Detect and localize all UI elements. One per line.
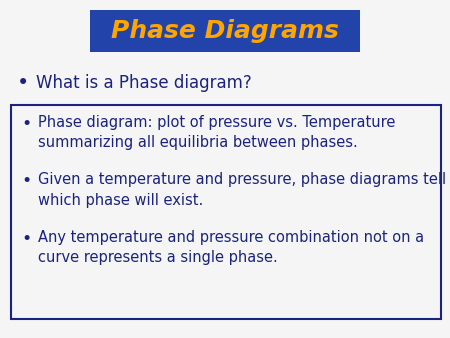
Text: •: • — [17, 73, 29, 93]
Text: Given a temperature and pressure, phase diagrams tell us
which phase will exist.: Given a temperature and pressure, phase … — [38, 172, 450, 208]
Text: Any temperature and pressure combination not on a
curve represents a single phas: Any temperature and pressure combination… — [38, 230, 424, 265]
Text: •: • — [22, 115, 32, 133]
Text: Phase diagram: plot of pressure vs. Temperature
summarizing all equilibria betwe: Phase diagram: plot of pressure vs. Temp… — [38, 115, 396, 150]
Text: •: • — [22, 172, 32, 190]
Text: What is a Phase diagram?: What is a Phase diagram? — [36, 74, 252, 92]
FancyBboxPatch shape — [90, 10, 360, 52]
Text: •: • — [22, 230, 32, 248]
Text: Phase Diagrams: Phase Diagrams — [111, 19, 339, 43]
FancyBboxPatch shape — [11, 105, 441, 319]
